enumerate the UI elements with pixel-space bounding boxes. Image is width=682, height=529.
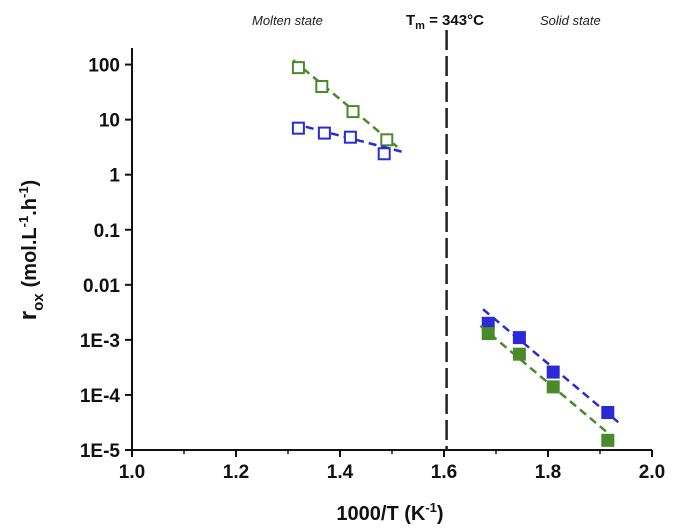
y-tick-label-7: 1E-5 bbox=[80, 441, 121, 462]
solid-state-label: Solid state bbox=[540, 13, 601, 28]
x-tick-label-1: 1.2 bbox=[223, 462, 249, 483]
data-point-s0-2 bbox=[346, 105, 360, 119]
x-tick-label-0: 1.0 bbox=[119, 462, 145, 483]
y-tick-label-5: 1E-3 bbox=[80, 331, 120, 352]
plot-area: 1.0 1.2 1.4 1.6 1.8 2.0 100 10 1 0.1 0.01 1E-3 1E-4 1… bbox=[80, 30, 665, 483]
x-tick-label-5: 2.0 bbox=[639, 462, 665, 483]
y-tick-label-3: 0.1 bbox=[94, 221, 121, 242]
data-point-s1-0 bbox=[291, 121, 305, 135]
molten-state-label: Molten state bbox=[252, 13, 323, 28]
fit-line-2 bbox=[482, 308, 620, 424]
fit-line-0 bbox=[292, 59, 399, 148]
data-point-s2-1 bbox=[512, 331, 526, 345]
y-tick-label-4: 0.01 bbox=[83, 276, 120, 297]
data-point-s3-0 bbox=[481, 327, 495, 341]
x-tick-label-4: 1.8 bbox=[535, 462, 561, 483]
y-tick-label-0: 100 bbox=[88, 56, 120, 77]
data-point-s1-2 bbox=[343, 130, 357, 144]
data-point-s1-1 bbox=[317, 126, 331, 140]
y-tick-label-2: 1 bbox=[109, 166, 120, 187]
data-point-s3-2 bbox=[546, 380, 560, 394]
y-axis-title: rox(mol.L-1.h-1) bbox=[15, 180, 47, 320]
data-point-s1-3 bbox=[377, 147, 391, 161]
data-point-s3-1 bbox=[512, 347, 526, 361]
data-point-s0-0 bbox=[291, 61, 305, 75]
x-tick-label-3: 1.6 bbox=[431, 462, 457, 483]
data-point-s0-3 bbox=[380, 133, 394, 147]
data-point-s0-1 bbox=[315, 79, 329, 93]
y-tick-label-1: 10 bbox=[99, 111, 120, 132]
melting-temperature-label: Tm = 343°C bbox=[406, 12, 484, 32]
data-point-s2-2 bbox=[546, 365, 560, 379]
y-tick-label-6: 1E-4 bbox=[80, 386, 121, 407]
fit-line-3 bbox=[479, 324, 614, 439]
x-tick-label-2: 1.4 bbox=[327, 462, 354, 483]
data-point-s2-3 bbox=[601, 405, 615, 419]
x-axis-title: 1000/T (K-1) bbox=[336, 500, 443, 525]
data-point-s3-3 bbox=[601, 433, 615, 447]
